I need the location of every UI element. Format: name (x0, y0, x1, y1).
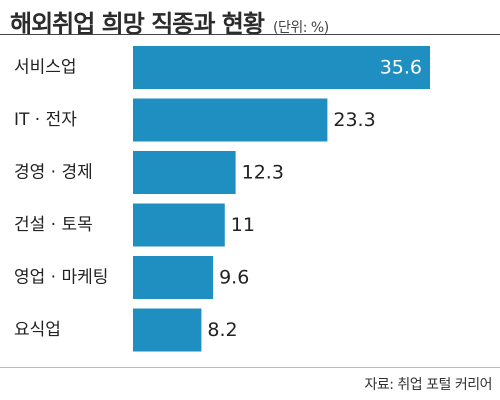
value-label: 11 (231, 214, 255, 236)
top-rule (0, 34, 500, 35)
category-label: 영업 · 마케팅 (14, 268, 108, 288)
title-row: 해외취업 희망 직종과 현황 (단위: %) (10, 4, 329, 38)
bar (133, 308, 202, 352)
bar-chart: 서비스업 35.6 IT · 전자 23.3 경영 · 경제 12.3 건설 · 토목 11 영… (14, 46, 430, 352)
category-label: 건설 · 토목 (14, 215, 93, 235)
bar (133, 256, 214, 299)
bar (133, 203, 225, 247)
value-label: 35.6 (380, 57, 422, 79)
value-label: 9.6 (219, 267, 249, 289)
bar (133, 98, 328, 142)
chart-title: 해외취업 희망 직종과 현황 (10, 10, 265, 38)
bottom-rule (0, 367, 500, 368)
category-label: IT · 전자 (14, 110, 77, 130)
bar (133, 46, 430, 89)
category-label: 경영 · 경제 (14, 163, 93, 183)
source-note: 자료: 취업 포털 커리어 (364, 377, 493, 393)
bar (133, 151, 236, 194)
value-label: 12.3 (242, 162, 284, 184)
unit-label: (단위: %) (273, 20, 329, 36)
category-label: 서비스업 (14, 58, 77, 78)
value-label: 23.3 (333, 109, 375, 131)
category-label: 요식업 (14, 320, 61, 340)
value-label: 8.2 (207, 319, 237, 341)
